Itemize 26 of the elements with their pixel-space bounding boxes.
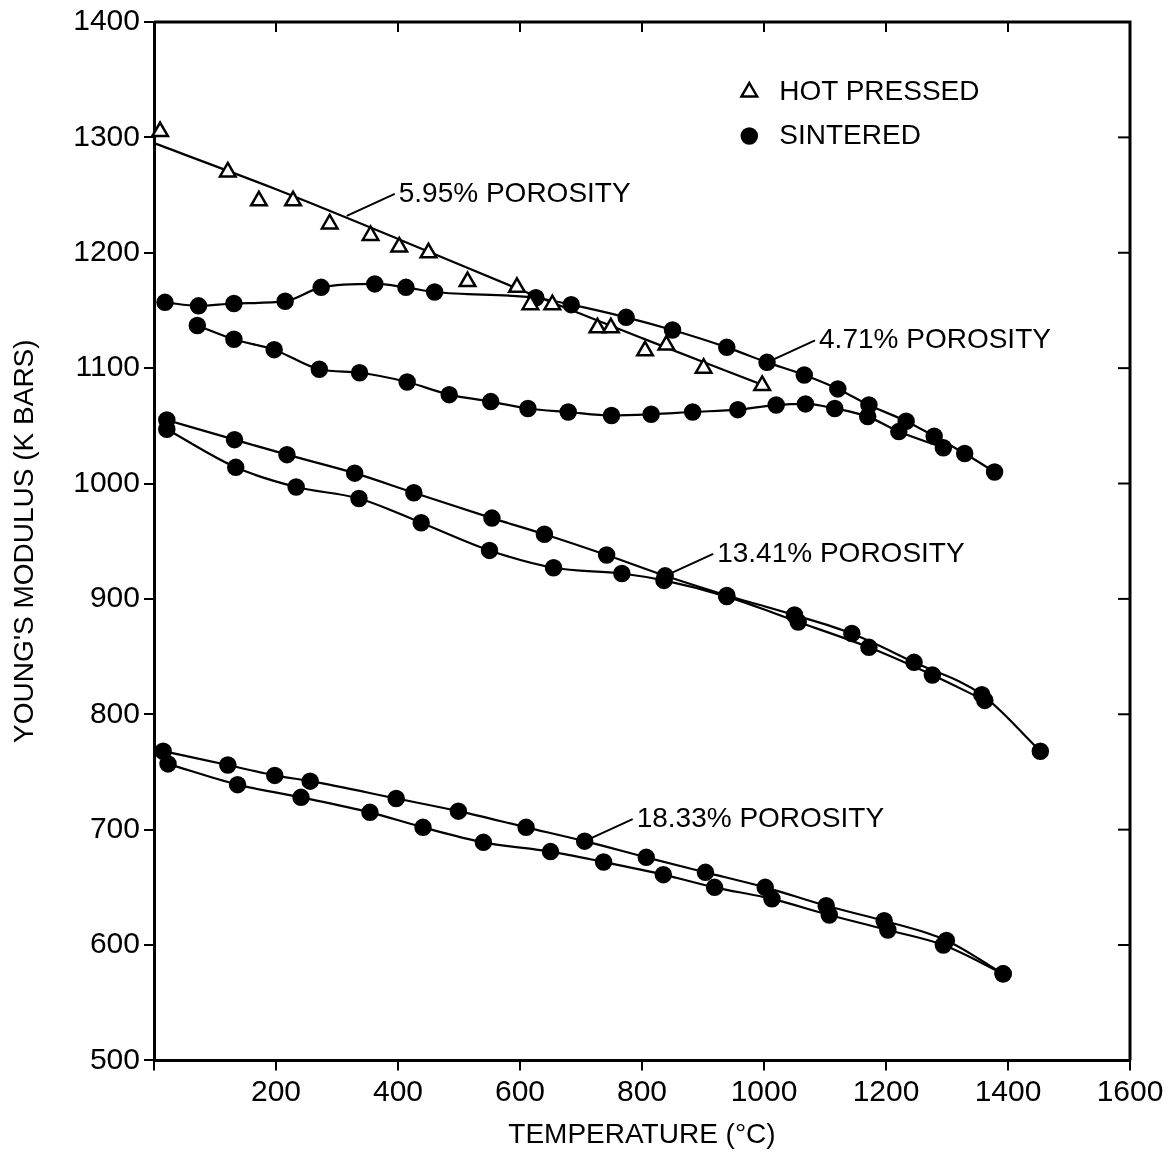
y-tick-label: 1400 xyxy=(73,3,140,37)
y-tick-label: 500 xyxy=(89,1041,140,1075)
x-tick-label: 600 xyxy=(494,1073,546,1107)
y-tick-label: 600 xyxy=(89,926,140,960)
y-tick-label: 1100 xyxy=(75,349,140,383)
annotation: 18.33% POROSITY xyxy=(636,801,885,833)
legend-label: SINTERED xyxy=(779,118,921,150)
x-tick-label: 400 xyxy=(372,1073,424,1107)
legend-label: HOT PRESSED xyxy=(779,74,980,106)
annotation: 5.95% POROSITY xyxy=(398,176,631,208)
x-tick-label: 1600 xyxy=(1096,1073,1164,1107)
y-tick-label: 1000 xyxy=(73,464,140,498)
x-tick-label: 1000 xyxy=(730,1073,798,1107)
annotation: 4.71% POROSITY xyxy=(819,323,1052,355)
y-tick-label: 700 xyxy=(89,810,140,844)
annotation: 13.41% POROSITY xyxy=(717,536,965,568)
y-tick-label: 1200 xyxy=(73,234,140,268)
y-axis-title: YOUNG'S MODULUS (K BARS) xyxy=(7,339,39,744)
x-tick-label: 1200 xyxy=(852,1073,920,1107)
y-tick-label: 800 xyxy=(89,695,140,729)
y-tick-label: 900 xyxy=(89,580,140,614)
x-tick-label: 800 xyxy=(616,1073,668,1107)
x-axis-title: TEMPERATURE (°C) xyxy=(508,1117,776,1149)
x-tick-label: 1400 xyxy=(974,1073,1042,1107)
y-tick-label: 1300 xyxy=(73,118,140,152)
x-tick-label: 200 xyxy=(250,1073,302,1107)
